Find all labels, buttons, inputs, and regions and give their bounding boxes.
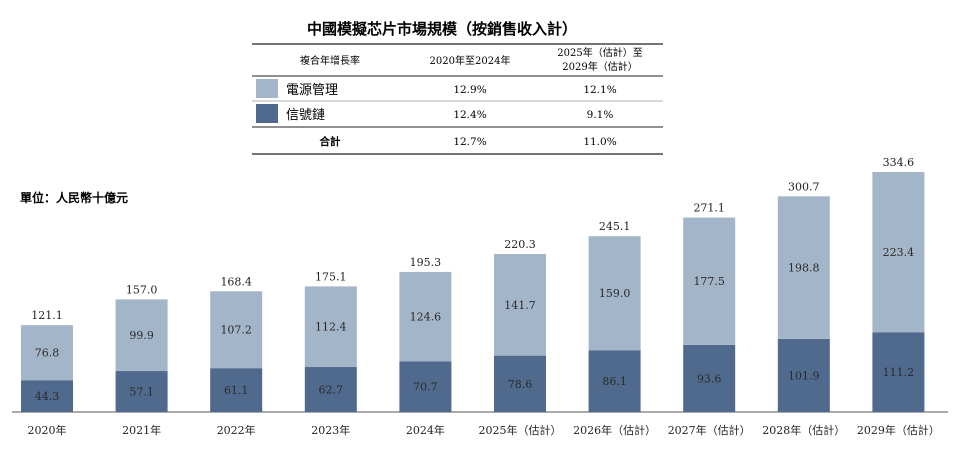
legend-swatch-signal (256, 104, 278, 123)
bar-group: 44.3 76.8 121.1 2020年 57.1 99.9 157.0 2021年 61.1… (21, 156, 940, 437)
label-total-5: 220.3 (504, 238, 536, 251)
bar-power-management-3 (304, 286, 357, 368)
label-power-management-6: 159.0 (599, 287, 631, 300)
bar-signal-chain-5 (494, 355, 546, 412)
label-power-management-4: 124.6 (410, 311, 442, 324)
x-tick-5: 2025年（估計） (479, 423, 562, 437)
table-header-col1: 2020年至2024年 (430, 54, 511, 67)
bar-power-management-2 (210, 291, 263, 369)
legend-label-signal: 信號鏈 (286, 108, 325, 123)
label-signal-chain-8: 101.9 (788, 369, 820, 382)
x-tick-2: 2022年 (217, 423, 256, 437)
cagr-power-2020-2024: 12.9% (453, 84, 486, 96)
label-signal-chain-3: 62.7 (319, 384, 344, 397)
bar-power-management-6 (588, 236, 641, 351)
x-tick-8: 2028年（估計） (762, 423, 845, 437)
legend-label-power: 電源管理 (286, 83, 338, 98)
label-power-management-1: 99.9 (129, 329, 154, 342)
bar-power-management-9 (872, 172, 925, 333)
bar-power-management-1 (115, 299, 168, 372)
x-tick-7: 2027年（估計） (668, 423, 751, 437)
label-total-3: 175.1 (315, 270, 347, 283)
cagr-total-2025-2029: 11.0% (583, 136, 616, 148)
label-power-management-2: 107.2 (220, 324, 252, 337)
bar-power-management-5 (494, 253, 546, 356)
x-tick-4: 2024年 (406, 423, 445, 437)
label-signal-chain-7: 93.6 (697, 372, 722, 385)
label-signal-chain-5: 78.6 (508, 378, 533, 391)
x-tick-0: 2020年 (28, 423, 67, 437)
bar-power-management-4 (399, 271, 452, 362)
cagr-power-2025-2029: 12.1% (583, 84, 616, 96)
bar-signal-chain-3 (304, 367, 357, 412)
bar-power-management-8 (777, 196, 830, 339)
x-tick-9: 2029年（估計） (857, 423, 940, 437)
label-total-9: 334.6 (883, 156, 915, 169)
bar-signal-chain-7 (683, 344, 736, 412)
bar-signal-chain-8 (777, 338, 830, 412)
bar-power-management-0 (21, 325, 73, 381)
legend-swatch-power (256, 79, 278, 98)
label-signal-chain-4: 70.7 (413, 381, 438, 394)
label-total-0: 121.1 (31, 309, 63, 322)
bar-signal-chain-9 (872, 332, 925, 412)
label-power-management-3: 112.4 (315, 321, 347, 334)
label-power-management-9: 223.4 (883, 246, 915, 259)
label-power-management-0: 76.8 (35, 347, 60, 360)
table-total-label: 合計 (319, 135, 341, 148)
bar-signal-chain-4 (399, 361, 452, 412)
bar-signal-chain-6 (588, 350, 641, 412)
table-header-label: 複合年增長率 (300, 54, 360, 67)
label-total-8: 300.7 (788, 180, 820, 193)
bar-signal-chain-2 (210, 368, 263, 412)
table-header-col2-line1: 2025年（估計）至 (557, 46, 642, 59)
label-signal-chain-1: 57.1 (129, 386, 154, 399)
label-signal-chain-0: 44.3 (35, 390, 60, 403)
table-header-col2-line2: 2029年（估計） (562, 60, 637, 73)
label-signal-chain-6: 86.1 (602, 375, 627, 388)
label-total-6: 245.1 (599, 220, 631, 233)
x-tick-6: 2026年（估計） (573, 423, 656, 437)
x-tick-3: 2023年 (311, 423, 350, 437)
cagr-total-2020-2024: 12.7% (453, 136, 486, 148)
label-total-1: 157.0 (126, 283, 158, 296)
label-signal-chain-2: 61.1 (224, 384, 249, 397)
label-power-management-7: 177.5 (693, 275, 725, 288)
chart-title: 中國模擬芯片市場規模（按銷售收入計） (307, 20, 577, 38)
label-power-management-5: 141.7 (504, 299, 536, 312)
label-total-2: 168.4 (220, 275, 252, 288)
bar-signal-chain-1 (115, 371, 168, 412)
label-power-management-8: 198.8 (788, 262, 820, 275)
cagr-signal-2025-2029: 9.1% (587, 109, 614, 121)
label-signal-chain-9: 111.2 (883, 366, 915, 379)
label-total-7: 271.1 (693, 202, 725, 215)
x-tick-1: 2021年 (122, 423, 161, 437)
label-total-4: 195.3 (410, 256, 442, 269)
unit-label: 單位：人民幣十億元 (20, 190, 128, 205)
bar-signal-chain-0 (21, 380, 73, 412)
bar-power-management-7 (683, 217, 736, 345)
legend-table: 複合年增長率 2020年至2024年 2025年（估計）至 2029年（估計） … (252, 43, 663, 155)
cagr-signal-2020-2024: 12.4% (453, 109, 486, 121)
